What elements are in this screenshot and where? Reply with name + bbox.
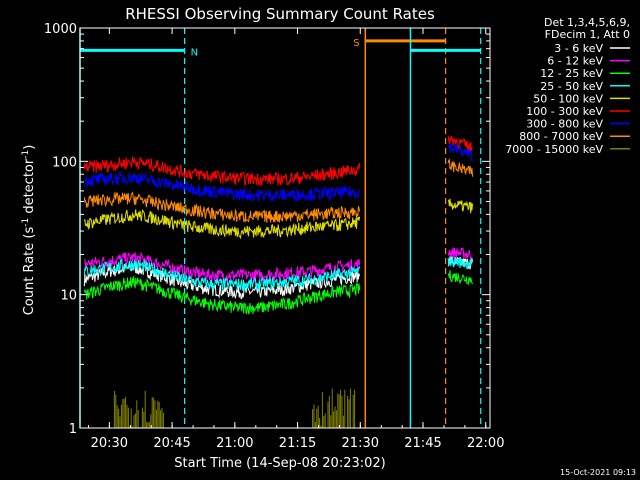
legend: Det 1,3,4,5,6,9,FDecim 1, Att 03 - 6 keV… (505, 16, 630, 156)
x-tick-label: 21:45 (404, 436, 441, 451)
legend-entry-label: 800 - 7000 keV (519, 130, 603, 143)
series-line (83, 156, 361, 187)
y-tick-label: 100 (52, 155, 77, 170)
series-line-segment2 (447, 270, 474, 286)
legend-entry-label: 12 - 25 keV (540, 67, 603, 80)
legend-entry-label: 7000 - 15000 keV (505, 143, 603, 156)
series-line (83, 251, 361, 283)
legend-entry-label: 6 - 12 keV (547, 55, 603, 68)
marker-label: S (353, 38, 359, 49)
x-tick-label: 20:45 (153, 436, 190, 451)
legend-entry-label: 300 - 800 keV (526, 118, 603, 131)
plot-frame (79, 27, 491, 429)
y-axis: 1 10 100 1000 (44, 22, 490, 437)
instrument-markers: NS (79, 28, 482, 428)
legend-header: Det 1,3,4,5,6,9, (544, 16, 630, 29)
series-line-segment2 (447, 134, 473, 152)
legend-header: FDecim 1, Att 0 (545, 28, 630, 41)
x-tick-label: 21:15 (279, 436, 316, 451)
series-line (83, 275, 361, 315)
x-tick-label: 22:00 (467, 436, 504, 451)
y-axis-label-end: ) (22, 145, 37, 150)
series-line (83, 171, 361, 203)
y-axis-label-sup1: -1 (21, 218, 31, 227)
series-line-segment2 (447, 143, 473, 162)
y-axis-label: Count Rate (s-1 detector-1) (21, 145, 37, 316)
chart-title: RHESSI Observing Summary Count Rates (125, 5, 435, 23)
legend-entry-label: 25 - 50 keV (540, 80, 603, 93)
x-tick-label: 21:00 (216, 436, 253, 451)
series-group (83, 134, 474, 428)
x-tick-label: 21:30 (342, 436, 379, 451)
x-axis-label: Start Time (14-Sep-08 20:23:02) (174, 456, 385, 471)
legend-entry-label: 3 - 6 keV (554, 42, 603, 55)
y-tick-label: 1 (69, 422, 77, 437)
series-line-segment2 (447, 247, 474, 261)
x-tick-label: 20:30 (91, 436, 128, 451)
y-axis-label-mid: detector (22, 158, 37, 218)
footer-date: 15-Oct-2021 09:13 (560, 468, 636, 477)
legend-entry-label: 100 - 300 keV (526, 105, 603, 118)
series-burst (113, 390, 164, 428)
marker-label: N (191, 47, 198, 58)
series-line (83, 191, 361, 223)
legend-entry-label: 50 - 100 keV (533, 92, 603, 105)
y-axis-label-main: Count Rate (s (22, 227, 37, 316)
series-line-segment2 (447, 198, 474, 214)
x-axis: 20:30 20:45 21:00 21:15 21:30 21:45 22:00 (88, 28, 504, 451)
series-line (83, 258, 361, 292)
series-line-segment2 (447, 256, 473, 270)
series-line (83, 208, 361, 240)
y-axis-label-sup2: -1 (21, 150, 31, 159)
y-tick-label: 1000 (44, 22, 77, 37)
series-burst (312, 388, 356, 428)
series-line-segment2 (447, 158, 474, 177)
y-tick-label: 10 (60, 289, 77, 304)
